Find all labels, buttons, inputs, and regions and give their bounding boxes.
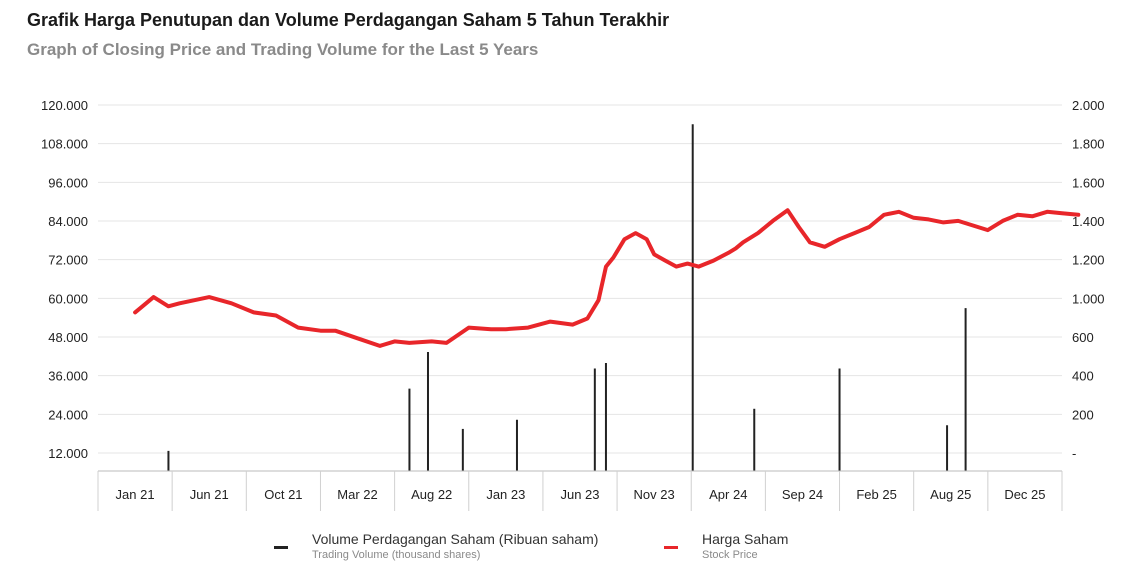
- x-axis-tick-label: Dec 25: [1004, 487, 1045, 502]
- price-line: [133, 208, 1081, 348]
- left-axis-tick-label: 108.000: [41, 137, 88, 152]
- legend-price: Harga Saham Stock Price: [664, 530, 788, 562]
- left-axis-tick-label: 96.000: [48, 175, 88, 190]
- right-axis-tick-label: 1.600: [1072, 175, 1105, 190]
- right-axis-tick-label: 400: [1072, 369, 1094, 384]
- right-axis-tick-label: 600: [1072, 330, 1094, 345]
- right-axis-tick-label: 200: [1072, 407, 1094, 422]
- x-axis-tick-label: Aug 22: [411, 487, 452, 502]
- x-axis-tick-label: Aug 25: [930, 487, 971, 502]
- legend-price-label: Harga Saham: [702, 531, 789, 547]
- legend-volume-sublabel: Trading Volume (thousand shares): [312, 549, 481, 561]
- legend-volume-swatch: [274, 546, 288, 549]
- chart-title: Grafik Harga Penutupan dan Volume Perdag…: [27, 10, 670, 30]
- x-axis-tick-label: Jun 21: [190, 487, 229, 502]
- x-axis-tick-label: Sep 24: [782, 487, 823, 502]
- right-axis-tick-label: 1.000: [1072, 291, 1105, 306]
- left-axis-tick-label: 72.000: [48, 253, 88, 268]
- x-axis-tick-label: Jan 23: [486, 487, 525, 502]
- x-axis-tick-label: Nov 23: [634, 487, 675, 502]
- left-axis-tick-label: 24.000: [48, 407, 88, 422]
- chart-subtitle: Graph of Closing Price and Trading Volum…: [27, 40, 539, 59]
- x-axis-tick-label: Apr 24: [709, 487, 747, 502]
- left-axis-tick-label: 60.000: [48, 291, 88, 306]
- legend-price-sublabel: Stock Price: [702, 549, 758, 561]
- left-axis-tick-label: 84.000: [48, 214, 88, 229]
- left-axis-tick-label: 48.000: [48, 330, 88, 345]
- right-axis-tick-label: 1.200: [1072, 253, 1105, 268]
- x-axis-tick-label: Oct 21: [264, 487, 302, 502]
- x-axis-tick-label: Mar 22: [337, 487, 377, 502]
- legend-volume-label: Volume Perdagangan Saham (Ribuan saham): [312, 531, 599, 547]
- x-axis-tick-label: Feb 25: [856, 487, 896, 502]
- x-axis-tick-label: Jan 21: [116, 487, 155, 502]
- left-axis-tick-label: 120.000: [41, 98, 88, 113]
- legend-volume: Volume Perdagangan Saham (Ribuan saham) …: [274, 530, 598, 562]
- right-axis-tick-label: 2.000: [1072, 98, 1105, 113]
- right-axis-tick-label: -: [1072, 446, 1076, 461]
- x-axis-tick-label: Jun 23: [560, 487, 599, 502]
- legend-price-swatch: [664, 546, 678, 549]
- left-axis-tick-label: 36.000: [48, 369, 88, 384]
- left-axis-tick-label: 12.000: [48, 446, 88, 461]
- price-volume-chart: 120.000 108.000 96.000 84.000 72.000 60.000 48…: [41, 98, 1105, 511]
- right-axis-tick-label: 1.800: [1072, 137, 1105, 152]
- right-axis-tick-label: 1.400: [1072, 214, 1105, 229]
